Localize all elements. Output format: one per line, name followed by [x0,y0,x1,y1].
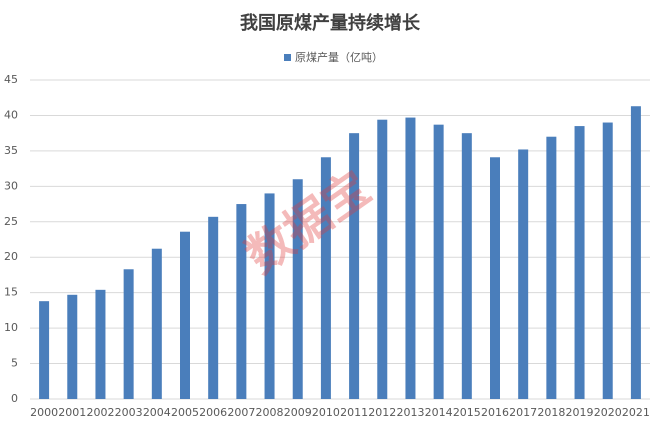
bar [208,216,219,399]
y-tick-label: 5 [11,357,18,370]
y-tick-label: 45 [4,73,18,86]
y-tick-label: 15 [4,286,18,299]
legend-swatch [284,54,291,61]
x-tick-label: 2005 [171,406,199,419]
x-tick-label: 2000 [30,406,58,419]
bar [39,301,50,399]
y-tick-label: 30 [4,179,18,192]
x-tick-label: 2006 [199,406,227,419]
y-tick-label: 35 [4,144,18,157]
y-tick-label: 25 [4,215,18,228]
bar [264,193,275,399]
x-tick-label: 2015 [453,406,481,419]
bar [320,157,331,399]
x-tick-label: 2002 [86,406,114,419]
bar [574,126,585,400]
bar [180,231,190,399]
x-tick-label: 2009 [284,406,312,419]
y-tick-label: 40 [4,108,18,121]
x-tick-label: 2018 [537,406,565,419]
bar [151,248,162,399]
x-tick-label: 2016 [481,406,509,419]
x-tick-label: 2020 [594,406,622,419]
bar [236,204,247,399]
bar [349,133,360,399]
bar [518,149,529,399]
bar [461,133,472,399]
x-tick-label: 2013 [396,406,424,419]
bar [630,106,641,400]
bar [123,269,134,399]
x-tick-label: 2008 [256,406,284,419]
bar [95,289,106,399]
bar [602,122,613,400]
y-tick-label: 0 [11,392,18,405]
x-tick-label: 2003 [115,406,143,419]
y-tick-label: 20 [4,250,18,263]
x-tick-label: 2010 [312,406,340,419]
x-tick-label: 2014 [425,406,453,419]
x-tick-label: 2012 [368,406,396,419]
x-tick-label: 2017 [509,406,537,419]
bar [67,294,78,399]
bar [377,119,388,399]
bar [546,136,557,399]
y-tick-label: 10 [4,321,18,334]
bar [292,179,303,399]
bar [433,124,444,399]
x-tick-label: 2007 [227,406,255,419]
x-tick-label: 2004 [143,406,171,419]
x-tick-label: 2011 [340,406,368,419]
chart-title: 我国原煤产量持续增长 [240,12,421,34]
bar [405,117,416,400]
x-tick-label: 2001 [58,406,86,419]
x-tick-label: 2019 [566,406,594,419]
legend-label: 原煤产量（亿吨） [295,50,383,64]
bar [490,157,500,399]
x-tick-label: 2021 [622,406,650,419]
